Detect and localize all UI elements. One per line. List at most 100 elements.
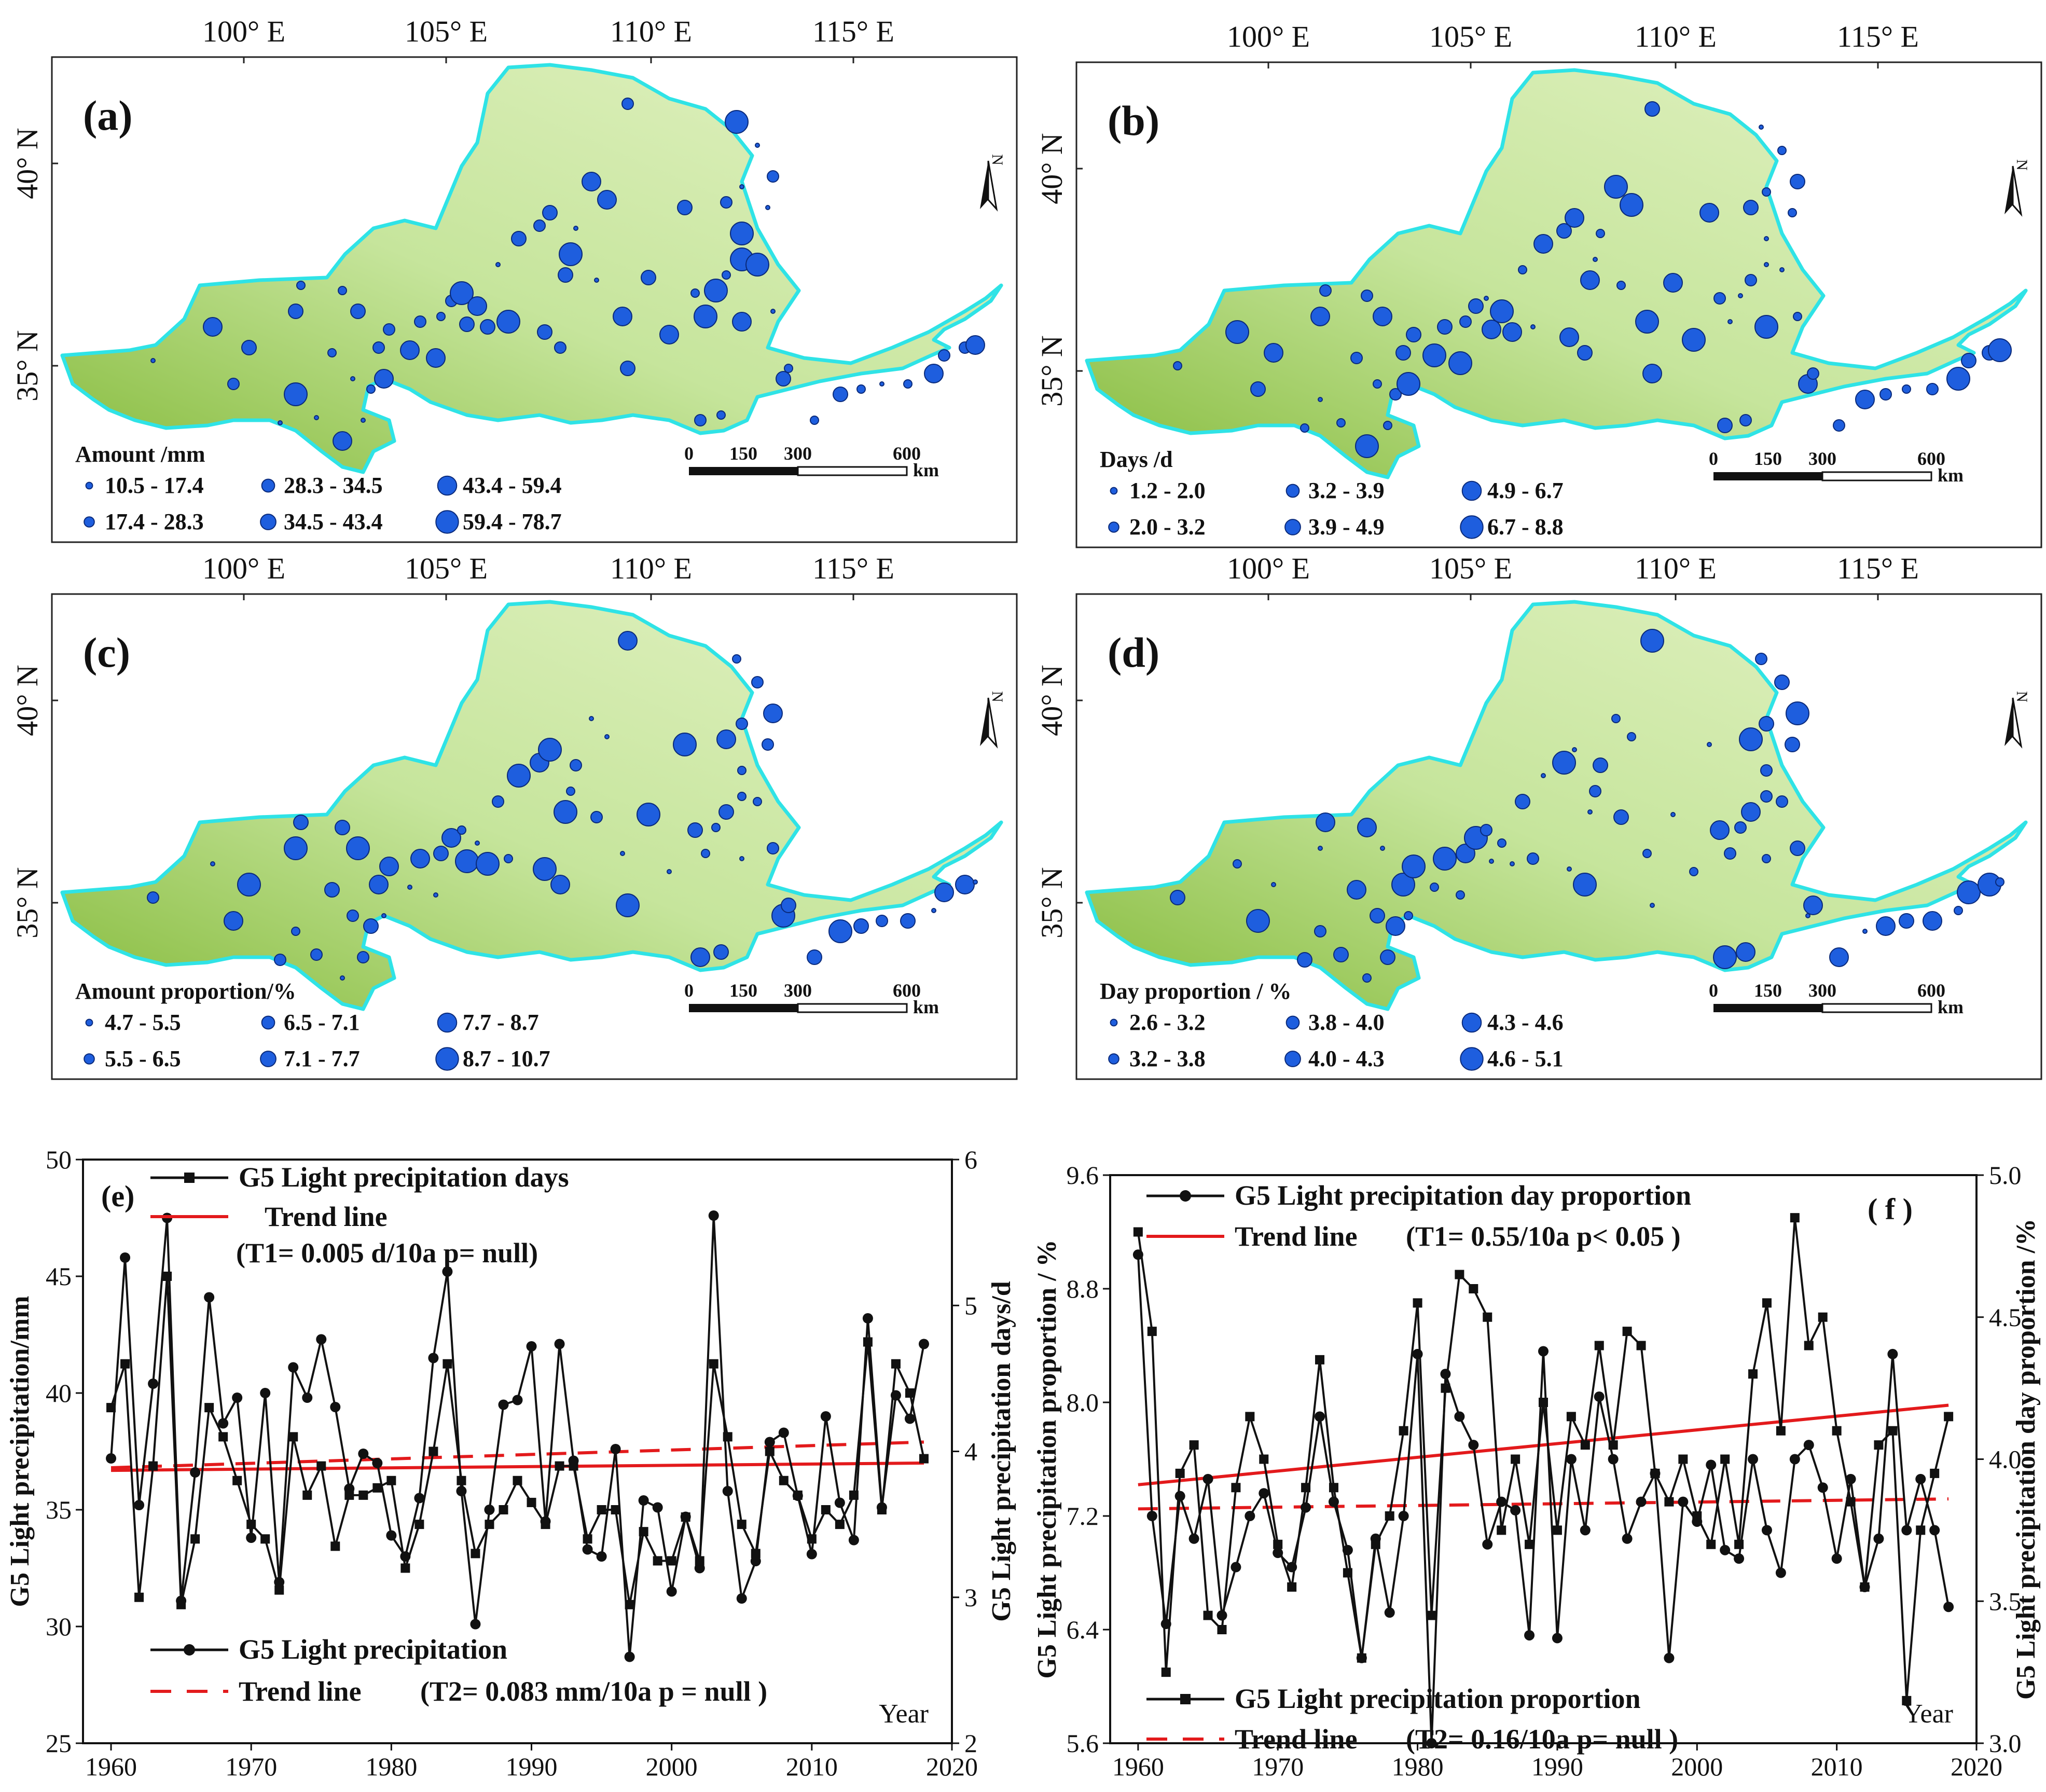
panel-label: (d) [1108,629,1159,676]
legend-class-label: 4.0 - 4.3 [1308,1046,1385,1071]
data-point [1413,1349,1423,1359]
y-tick-label: 9.6 [1067,1161,1099,1190]
data-point [372,1458,382,1468]
data-point [176,1600,186,1609]
scale-segment-light [1822,472,1931,480]
data-point [1790,1213,1800,1222]
data-point [1720,1545,1730,1555]
data-point [1385,1607,1395,1618]
station-point [1807,368,1819,379]
station-point [1316,813,1335,832]
data-point [723,1486,733,1496]
data-point [1357,1653,1366,1663]
data-point [1204,1611,1213,1620]
data-point [807,1549,817,1560]
station-point [534,220,545,231]
legend-symbol [1460,1047,1483,1070]
station-point [781,898,796,913]
station-point [1682,328,1705,351]
y-tick-label: 30 [46,1612,72,1641]
data-point [302,1491,312,1500]
station-point [566,787,575,795]
station-point [1996,878,2004,886]
station-point [694,305,717,328]
x-tick-label: 1970 [1252,1752,1304,1781]
station-point [762,739,773,750]
scale-number: 150 [729,980,757,1001]
station-point [771,309,775,313]
data-point [1720,1455,1730,1464]
legend-label: Trend line [1235,1724,1358,1755]
data-point [667,1556,676,1565]
data-point [204,1292,214,1303]
station-point [574,226,578,230]
data-point [1301,1483,1310,1492]
station-point [211,862,215,866]
station-point [966,336,985,354]
legend-label: Trend line [1235,1221,1358,1252]
station-point [605,735,609,739]
station-point [746,253,769,276]
legend-symbol [84,1054,94,1064]
legend-symbol [436,511,458,533]
station-point [347,910,358,921]
data-point [1734,1553,1744,1564]
longitude-tick-label: 100° E [1227,552,1310,585]
y-tick-label: 25 [46,1729,72,1758]
station-point [732,655,741,663]
data-point [625,1652,635,1662]
data-point [1133,1228,1143,1237]
station-point [1764,237,1768,241]
y-axis-label: G5 Light precipitation proportion / % [1032,1239,1062,1678]
station-point [924,364,943,383]
station-point [973,880,977,884]
data-point [1901,1525,1912,1535]
station-point [678,200,692,215]
data-point [1427,1611,1436,1620]
station-point [1833,420,1845,431]
station-point [1469,299,1483,313]
y-tick-label: 8.0 [1067,1388,1099,1417]
data-point [1930,1469,1939,1478]
station-point [701,849,710,858]
legend-marker [1180,1190,1191,1202]
station-point [497,310,520,333]
data-point [1553,1525,1562,1535]
station-point [880,382,884,386]
scale-unit: km [913,460,939,480]
figure: 100° E105° E110° E115° E40° N35° N(a)N01… [0,0,2046,1792]
legend-class-label: 59.4 - 78.7 [463,509,562,534]
station-point [426,349,445,367]
station-point [833,387,848,402]
station-point [876,915,888,927]
station-point [1793,312,1802,321]
station-point [904,380,912,388]
data-point [751,1549,761,1558]
station-point [1226,321,1249,343]
station-point [1988,339,2011,362]
data-point [470,1619,480,1630]
station-point [1489,859,1494,863]
station-point [1617,281,1625,290]
latitude-tick-label: 35° N [1035,335,1069,407]
latitude-tick-label: 35° N [1035,867,1069,939]
data-point [1175,1491,1185,1501]
panel-label: (a) [83,92,133,139]
data-point [1664,1497,1674,1507]
station-point [1627,733,1636,741]
station-point [1593,758,1608,773]
y-right-tick-label: 6 [964,1145,977,1174]
scale-unit: km [913,997,939,1017]
station-point [1481,824,1492,836]
data-point [1581,1440,1590,1450]
data-point [1566,1454,1577,1465]
station-point [730,222,753,245]
map-panel-c: 100° E105° E110° E115° E40° N35° N(c)N01… [10,552,1017,1079]
data-point [737,1520,746,1529]
longitude-tick-label: 105° E [405,552,488,585]
station-point [766,205,770,210]
station-point [476,852,499,875]
station-point [1830,948,1848,967]
station-point [901,914,915,928]
station-point [1636,310,1658,333]
